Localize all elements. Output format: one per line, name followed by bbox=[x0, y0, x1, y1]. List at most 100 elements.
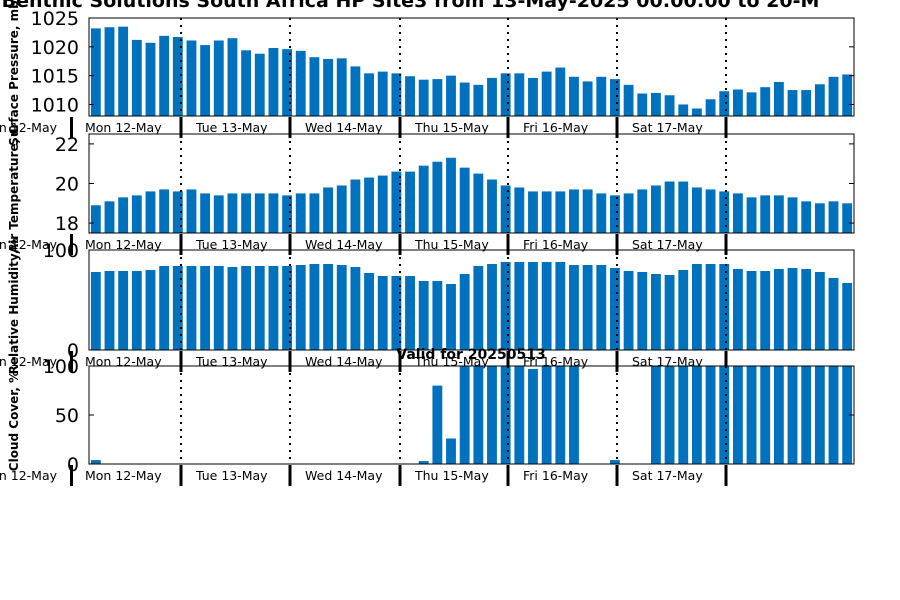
bar bbox=[446, 75, 456, 116]
bar bbox=[254, 53, 265, 116]
bar bbox=[814, 272, 825, 350]
bar bbox=[131, 271, 142, 350]
bar bbox=[186, 266, 197, 350]
bar bbox=[104, 271, 115, 350]
bar bbox=[719, 191, 730, 233]
bar bbox=[732, 193, 743, 233]
bar bbox=[241, 266, 252, 350]
x-major-tick bbox=[70, 117, 73, 138]
bar bbox=[705, 189, 716, 233]
bar bbox=[719, 264, 730, 350]
bar bbox=[309, 193, 320, 233]
x-major-tick bbox=[615, 117, 619, 138]
bar bbox=[323, 264, 333, 350]
bar bbox=[691, 264, 702, 350]
bar bbox=[555, 366, 566, 464]
bar bbox=[760, 87, 771, 116]
x-tick-label: Wed 14-May bbox=[305, 120, 383, 135]
bar bbox=[227, 38, 238, 116]
bar bbox=[159, 266, 170, 350]
bar bbox=[705, 99, 716, 116]
bar bbox=[241, 50, 252, 116]
x-tick-label: Thu 15-May bbox=[414, 354, 489, 369]
bar bbox=[746, 366, 757, 464]
bar bbox=[828, 366, 839, 464]
bar bbox=[254, 266, 265, 350]
y-tick-label: 20 bbox=[55, 174, 79, 196]
bar bbox=[691, 366, 702, 464]
x-major-tick bbox=[288, 351, 292, 372]
bar bbox=[500, 366, 511, 464]
bar bbox=[364, 73, 374, 116]
x-tick-label: Mon 12-May bbox=[85, 354, 162, 369]
plot-frame bbox=[88, 249, 855, 351]
x-tick-label: Sat 17-May bbox=[632, 120, 703, 135]
bar bbox=[842, 74, 853, 116]
x-major-tick bbox=[398, 351, 402, 372]
bar bbox=[746, 271, 757, 350]
bar bbox=[405, 171, 415, 233]
bar bbox=[323, 58, 333, 116]
bar bbox=[691, 187, 702, 233]
bar bbox=[678, 104, 689, 116]
bar bbox=[528, 77, 538, 116]
bar bbox=[828, 201, 839, 233]
bar bbox=[473, 173, 484, 233]
bar bbox=[637, 189, 648, 233]
bar bbox=[295, 193, 306, 233]
bar bbox=[814, 203, 825, 233]
bar bbox=[487, 366, 497, 464]
bar bbox=[746, 197, 757, 233]
x-major-tick bbox=[506, 351, 510, 372]
bar bbox=[541, 191, 552, 233]
bar bbox=[596, 265, 607, 350]
bar bbox=[377, 276, 388, 350]
bar bbox=[282, 49, 292, 116]
x-tick-label: Sat 17-May bbox=[632, 468, 703, 483]
bar bbox=[295, 50, 306, 116]
bar bbox=[528, 368, 538, 464]
x-major-tick bbox=[615, 465, 619, 486]
bar bbox=[500, 185, 511, 233]
bar bbox=[760, 366, 771, 464]
x-major-tick bbox=[288, 117, 292, 138]
x-tick-label-clipped: Sun 12-May bbox=[0, 120, 58, 135]
panel-2: 18 20 22 Air Temperature, CSun 12-May Mon 12… bbox=[0, 126, 855, 255]
bar bbox=[90, 205, 101, 233]
bar bbox=[268, 193, 279, 233]
bar bbox=[118, 26, 129, 116]
bar bbox=[787, 90, 798, 116]
y-axis-label: Surface Pressure, mb bbox=[7, 0, 21, 146]
bar bbox=[309, 57, 320, 116]
bar bbox=[364, 177, 374, 233]
bar bbox=[391, 171, 402, 233]
bar bbox=[446, 157, 456, 233]
bar bbox=[254, 193, 265, 233]
bar bbox=[459, 167, 470, 233]
bar bbox=[459, 366, 470, 464]
x-major-tick bbox=[724, 117, 728, 138]
bar bbox=[90, 460, 101, 464]
bar bbox=[651, 366, 661, 464]
bar bbox=[309, 264, 320, 350]
bar bbox=[555, 67, 566, 116]
bar bbox=[732, 366, 743, 464]
x-tick-label: Sat 17-May bbox=[632, 354, 703, 369]
x-tick-label: Tue 13-May bbox=[195, 468, 268, 483]
bar bbox=[227, 193, 238, 233]
bar bbox=[787, 366, 798, 464]
bar bbox=[104, 201, 115, 233]
bar bbox=[719, 91, 730, 116]
bar bbox=[159, 35, 170, 117]
bar bbox=[487, 264, 497, 350]
bar bbox=[610, 195, 620, 233]
bar bbox=[514, 262, 525, 350]
x-tick-label-clipped: Sun 12-May bbox=[0, 237, 58, 252]
x-tick-label: Fri 16-May bbox=[523, 354, 589, 369]
bar bbox=[610, 268, 620, 350]
bar bbox=[569, 366, 579, 464]
x-tick-label: Tue 13-May bbox=[195, 120, 268, 135]
page-title: ...Benthic Solutions South Africa HP Sit… bbox=[0, 0, 819, 12]
bar bbox=[705, 264, 716, 350]
bar bbox=[145, 270, 156, 350]
